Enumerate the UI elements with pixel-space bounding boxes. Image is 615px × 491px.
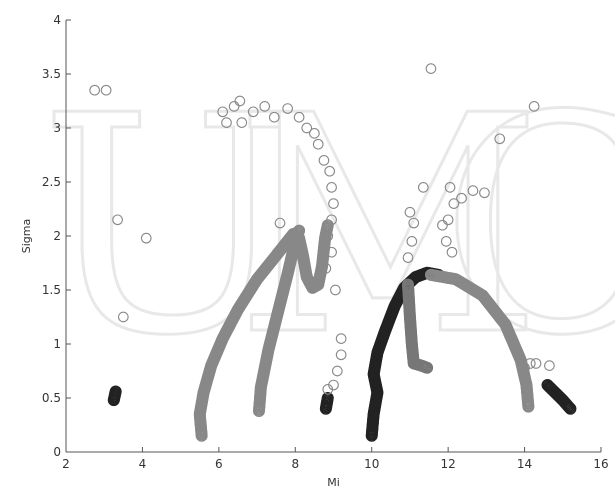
data-point [293, 224, 306, 237]
x-tick-label: 12 [441, 457, 456, 471]
data-point [309, 128, 320, 139]
x-tick-label: 2 [62, 457, 70, 471]
data-point [326, 246, 337, 258]
data-point [442, 214, 454, 226]
y-tick-label: 2 [53, 229, 61, 243]
data-point [330, 284, 341, 296]
data-point [440, 236, 452, 247]
data-marks [89, 63, 577, 442]
data-point [318, 155, 330, 166]
x-tick-label: 16 [593, 457, 608, 471]
data-point [448, 198, 460, 209]
data-point [467, 185, 479, 196]
data-point [456, 192, 467, 204]
data-point [320, 263, 332, 274]
data-point [421, 361, 434, 374]
data-point [282, 103, 293, 114]
data-point [408, 217, 420, 229]
data-point [328, 198, 339, 209]
data-point [326, 182, 337, 193]
data-point [321, 391, 334, 404]
y-tick-label: 3.5 [42, 67, 61, 81]
series-5 [541, 379, 577, 415]
data-point [444, 182, 456, 193]
data-point [312, 138, 324, 150]
series-7 [107, 385, 122, 407]
series-3 [402, 278, 434, 374]
data-point [228, 101, 240, 112]
data-point [561, 399, 574, 412]
data-point [89, 84, 101, 96]
y-ticks: 0 0.5 1 1.5 2 2.5 3 3.5 4 [42, 13, 71, 459]
series-0 [193, 219, 334, 442]
data-point [100, 84, 112, 96]
data-point [402, 252, 414, 263]
x-tick-label: 10 [364, 457, 379, 471]
data-point [109, 385, 122, 398]
data-point [494, 133, 506, 145]
y-tick-label: 4 [53, 13, 61, 27]
data-point [324, 165, 336, 177]
data-point [437, 219, 448, 231]
data-point [563, 401, 576, 414]
data-point [217, 106, 229, 118]
data-point [564, 402, 577, 415]
data-point [247, 106, 259, 118]
data-point [234, 95, 246, 107]
data-point [335, 349, 347, 361]
data-point [522, 400, 535, 413]
data-point [259, 101, 271, 112]
data-point [528, 101, 540, 112]
x-axis-label: Mi [327, 476, 340, 489]
data-point [140, 232, 152, 244]
data-point [274, 217, 286, 229]
x-tick-label: 4 [139, 457, 147, 471]
series-6 [319, 391, 334, 415]
watermark-glyph-c: C [440, 52, 615, 401]
axes: 2 4 6 8 10 12 14 16 0 0.5 1 1.5 2 2.5 3 3.5 4 Mi Sigma [20, 13, 609, 489]
data-point [530, 358, 542, 369]
series-8 [89, 63, 555, 395]
data-point [404, 206, 416, 218]
data-point [335, 333, 347, 344]
data-point [236, 117, 248, 128]
x-tick-label: 6 [215, 457, 223, 471]
x-tick-label: 14 [517, 457, 532, 471]
data-point [544, 360, 555, 371]
data-point [417, 182, 429, 193]
y-tick-label: 2.5 [42, 175, 61, 189]
data-point [117, 311, 129, 323]
data-point [321, 219, 334, 232]
data-point [326, 214, 337, 226]
data-point [293, 111, 305, 123]
data-point [446, 246, 458, 258]
data-point [322, 230, 334, 242]
y-tick-label: 0 [53, 445, 61, 459]
data-point [301, 122, 313, 134]
y-tick-label: 1.5 [42, 283, 61, 297]
y-axis-label: Sigma [20, 219, 33, 253]
data-point [221, 117, 232, 128]
x-ticks: 2 4 6 8 10 12 14 16 [62, 447, 609, 471]
data-point [112, 214, 123, 226]
data-point [331, 365, 343, 377]
data-point [322, 384, 334, 395]
x-tick-label: 8 [291, 457, 299, 471]
watermark-glyph-u: U [40, 52, 293, 401]
data-point [524, 358, 536, 369]
data-point [406, 236, 418, 247]
data-point [425, 63, 437, 74]
y-tick-label: 3 [53, 121, 61, 135]
series-1 [252, 224, 306, 417]
watermark-glyph-m: M [235, 52, 542, 401]
data-point [562, 400, 575, 413]
data-point [479, 187, 490, 199]
y-tick-label: 0.5 [42, 391, 61, 405]
data-point [268, 111, 280, 123]
y-tick-label: 1 [53, 337, 61, 351]
